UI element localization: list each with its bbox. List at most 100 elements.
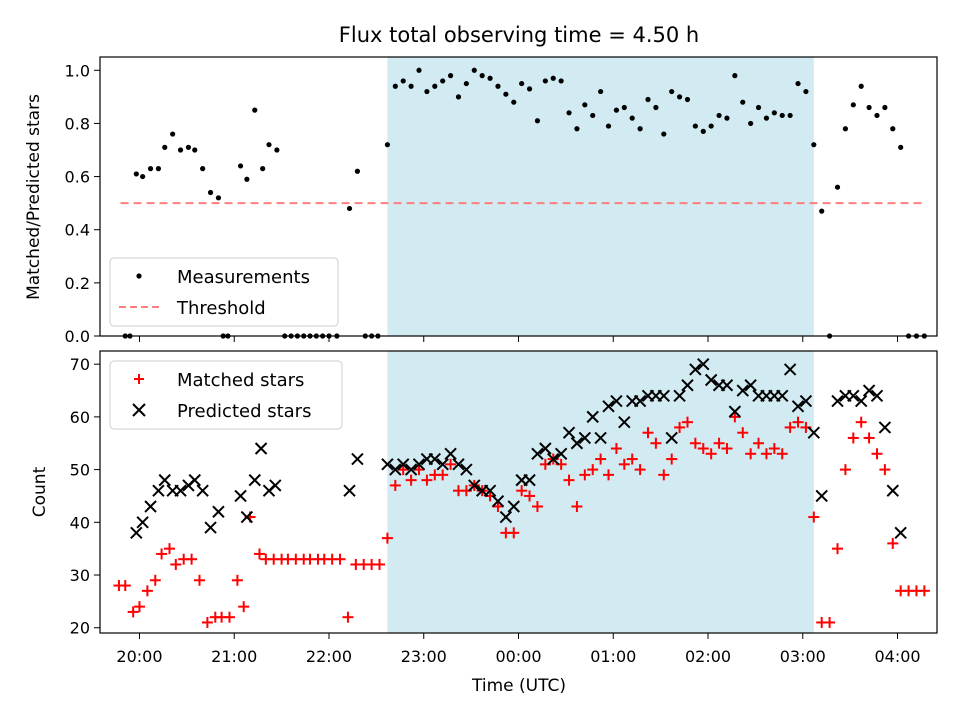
matched-stars-point [832, 543, 844, 555]
measurement-point [732, 73, 738, 79]
measurement-point [842, 126, 849, 132]
measurement-point [582, 102, 588, 108]
predicted-stars-point [657, 389, 670, 403]
matched-stars-point [421, 474, 433, 486]
measurement-point [740, 99, 746, 105]
top-plot-frame [99, 56, 938, 337]
matched-stars-point [650, 437, 662, 449]
measurement-point [566, 110, 572, 116]
bottom-plot-frame [99, 350, 938, 634]
legend-measurements-marker [136, 273, 142, 279]
matched-stars-point [760, 448, 772, 460]
measurement-point [716, 112, 722, 119]
predicted-stars-point [570, 437, 584, 450]
measurement-point [392, 83, 398, 89]
measurement-point [866, 104, 872, 111]
predicted-stars-point [343, 484, 356, 497]
matched-stars-point [745, 448, 757, 460]
measurement-point [795, 80, 801, 87]
matched-stars-point [492, 500, 504, 512]
measurement-point [542, 78, 548, 84]
measurement-point [850, 102, 856, 108]
y-tick-label: 1.0 [65, 61, 90, 80]
matched-stars-point [238, 601, 250, 613]
measurement-point [192, 147, 198, 153]
measurement-point [692, 123, 698, 129]
predicted-stars-point [831, 394, 844, 408]
predicted-stars-point [791, 400, 805, 413]
measurement-point [147, 166, 154, 172]
matched-stars-point [508, 527, 520, 539]
bottom-y-axis-label: Count [30, 466, 50, 517]
y-tick-label: 0.8 [65, 114, 90, 133]
matched-stars-point [524, 490, 536, 502]
matched-stars-point [784, 421, 796, 433]
predicted-stars-point [404, 463, 418, 476]
measurement-point [408, 83, 414, 89]
bottom-y-axis: 20 30 40 50 60 70 [70, 355, 100, 638]
matched-stars-point [342, 611, 354, 623]
count-points [113, 357, 930, 628]
measurement-point [550, 75, 556, 81]
measurement-point [684, 96, 691, 103]
matched-stars-point [381, 532, 393, 544]
matched-stars-point [642, 427, 654, 439]
measurement-point [834, 184, 841, 190]
predicted-stars-point [697, 357, 710, 371]
matched-stars-point [666, 453, 678, 465]
predicted-stars-point [602, 400, 615, 413]
matched-stars-point [223, 611, 235, 623]
legend-predicted-marker [132, 403, 146, 417]
measurement-point [819, 208, 825, 214]
measurement-point [237, 163, 244, 169]
predicted-stars-point [452, 458, 465, 471]
predicted-stars-point [862, 384, 876, 397]
measurement-point [162, 144, 168, 150]
measurement-point [613, 107, 620, 113]
predicted-stars-point [673, 389, 686, 403]
matched-stars-point [397, 464, 409, 476]
predicted-stars-point [894, 526, 907, 540]
predicted-stars-point [854, 394, 868, 408]
y-tick-label: 0.4 [65, 221, 90, 240]
predicted-stars-point [878, 421, 892, 434]
x-axis-label: Time (UTC) [471, 676, 566, 696]
bottom-legend-box [109, 360, 343, 430]
matched-stars-point [847, 432, 859, 444]
observing-window-shade-bottom [387, 351, 814, 633]
x-tick-label: 20:00 [116, 647, 162, 666]
measurement-point [519, 80, 525, 87]
top-y-axis: 0.0 0.2 0.4 0.6 0.8 1.0 [65, 61, 100, 346]
predicted-stars-point [610, 394, 623, 408]
bottom-x-axis: 20:00 21:00 22:00 23:00 00:00 01:00 02:00 03:00… [116, 633, 921, 666]
matched-stars-point [579, 469, 591, 481]
predicted-stars-point [547, 452, 560, 466]
observing-window-shade [387, 57, 814, 336]
matched-stars-point [658, 469, 670, 481]
measurement-point [260, 166, 266, 172]
predicted-stars-point [681, 379, 694, 392]
measurement-point [471, 67, 477, 73]
predicted-stars-point [744, 379, 757, 392]
matched-stars-point [201, 616, 213, 628]
predicted-stars-point [554, 447, 568, 460]
measurement-point [155, 166, 162, 172]
measurement-point [170, 131, 176, 137]
matched-stars-point [193, 574, 205, 586]
predicted-stars-point [428, 452, 442, 466]
predicted-stars-point [174, 484, 187, 497]
measurement-point [207, 189, 214, 196]
chart-title: Flux total observing time = 4.50 h [339, 23, 699, 47]
measurement-point [653, 104, 659, 111]
matched-stars-point [141, 585, 153, 597]
matched-stars-point [618, 458, 630, 470]
measurement-point [511, 99, 517, 105]
measurement-point [455, 94, 462, 100]
y-tick-label: 40 [70, 513, 90, 532]
measurement-point [495, 83, 501, 89]
y-tick-label: 30 [70, 566, 90, 585]
predicted-stars-point [720, 379, 734, 392]
measurement-point [252, 107, 258, 113]
predicted-stars-point [704, 373, 718, 387]
measurement-point [177, 147, 184, 153]
